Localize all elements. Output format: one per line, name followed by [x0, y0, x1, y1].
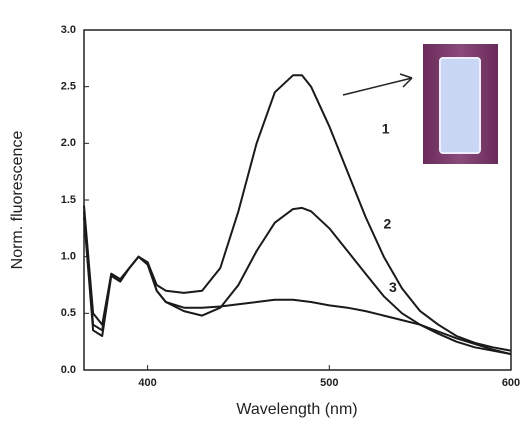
- y-tick-label: 0.5: [61, 307, 76, 319]
- y-axis-title: Norm. fluorescence: [9, 131, 26, 270]
- series-label: 3: [389, 279, 397, 295]
- y-tick-label: 2.0: [61, 137, 76, 149]
- y-tick-label: 1.0: [61, 251, 76, 263]
- series-line: [83, 206, 512, 356]
- arrow: [342, 73, 413, 96]
- y-tick-label: 0.0: [61, 364, 76, 376]
- x-tick-label: 500: [320, 377, 338, 389]
- series-label: 1: [382, 120, 390, 136]
- y-tick-label: 2.5: [61, 81, 76, 93]
- y-tick-label: 3.0: [61, 24, 76, 36]
- series-label: 2: [384, 216, 392, 232]
- inset-photo: [423, 44, 498, 164]
- x-tick-label: 400: [138, 377, 156, 389]
- series-line: [83, 216, 512, 356]
- x-tick-label: 600: [502, 377, 520, 389]
- y-tick-label: 1.5: [61, 194, 76, 206]
- x-axis-title: Wavelength (nm): [236, 401, 357, 418]
